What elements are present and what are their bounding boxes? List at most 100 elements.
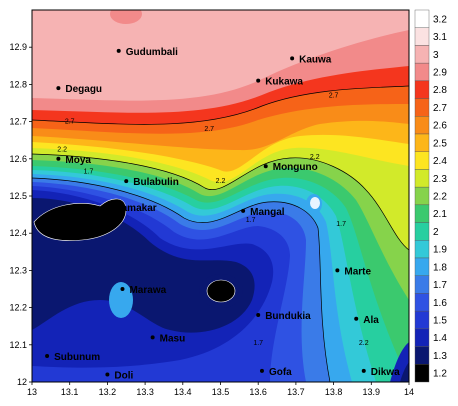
legend-value-label: 2.7 (433, 103, 447, 114)
legend-swatch (414, 9, 430, 28)
legend-swatch (414, 151, 430, 170)
zone-1-2-core-west (34, 198, 126, 241)
contour-value-label: 1.7 (246, 217, 256, 224)
y-tick-label: 12 (17, 377, 27, 387)
town-label: Doli (114, 371, 133, 382)
y-tick-label: 12.8 (9, 79, 27, 89)
legend-swatch (414, 222, 430, 241)
legend-value-label: 3.1 (433, 32, 447, 43)
legend-swatch (414, 62, 430, 82)
town-label: Subunum (54, 352, 100, 363)
legend-swatch (414, 45, 430, 64)
legend-value-label: 2.2 (433, 192, 447, 203)
legend-swatch (414, 186, 430, 206)
legend-swatch (414, 346, 430, 365)
legend-swatch (414, 240, 430, 259)
legend-swatch (414, 133, 430, 152)
legend-swatch (414, 328, 430, 347)
y-axis-ticks: 12 12.1 12.2 12.3 12.4 12.5 12.6 12.7 12.8 12.9 (9, 42, 32, 387)
legend-value-label: 3.2 (433, 14, 447, 25)
x-tick-label: 13.5 (212, 387, 230, 397)
y-tick-label: 12.5 (9, 191, 27, 201)
contour-line-2-7 (32, 85, 409, 125)
town-dot (361, 368, 366, 373)
town-label: Dikwa (371, 367, 400, 378)
contour-line-1-2-east (206, 279, 236, 303)
legend-swatch (414, 275, 430, 294)
legend-value-label: 1.3 (433, 351, 447, 362)
legend-swatch (414, 169, 430, 188)
town-dot (150, 335, 155, 340)
town-dot (120, 287, 125, 291)
y-tick-label: 12.1 (9, 340, 27, 350)
x-tick-label: 13.1 (61, 387, 79, 397)
legend-value-label: 2.5 (433, 138, 447, 149)
x-tick-label: 14 (404, 387, 414, 397)
x-tick-label: 13 (27, 387, 37, 397)
contour-line-2-2 (32, 153, 409, 251)
town-dot (354, 316, 359, 321)
contour-line-1-2 (33, 198, 127, 241)
contour-labels: 2.7 2.7 2.7 2.2 2.2 2.2 1.7 1.7 1.7 1.7 2.2 (57, 92, 368, 346)
town-markers: Gudumbali Kauwa Degagu Kukawa Moya Monguno Bul… (45, 47, 400, 382)
town-label: Gofa (269, 367, 292, 378)
contour-value-label: 2.2 (359, 340, 369, 347)
legend-swatch (414, 293, 430, 312)
town-label: Gudumbali (126, 47, 178, 58)
contour-value-label: 2.7 (204, 126, 214, 133)
legend-swatch (414, 364, 430, 383)
town-dot (45, 353, 50, 358)
legend-value-label: 1.7 (433, 280, 447, 291)
legend-swatch (414, 27, 430, 46)
color-legend: 3.2 3.1 3 2.9 2.8 2.7 2.6 2.5 2.4 2.3 2.2 2.1 2 1.9 1.… (414, 9, 447, 383)
town-dot (256, 313, 261, 318)
zone-1-9-blob-mangal (310, 197, 320, 209)
contour-value-label: 2.2 (57, 146, 67, 153)
town-dot (263, 164, 268, 169)
town-dot (259, 368, 264, 373)
legend-value-label: 2.9 (433, 68, 447, 79)
legend-value-label: 2.8 (433, 85, 447, 96)
legend-value-label: 1.4 (433, 333, 447, 344)
town-label: Bulabulin (133, 177, 179, 188)
contour-value-label: 2.2 (310, 154, 320, 161)
contour-value-label: 2.2 (216, 178, 226, 185)
town-label: Damakar (114, 203, 156, 214)
legend-value-label: 2 (433, 227, 439, 238)
town-label: Degagu (65, 84, 102, 95)
town-label: Monguno (273, 162, 318, 173)
town-dot (124, 179, 129, 184)
town-dot (256, 78, 261, 83)
legend-value-label: 2.1 (433, 209, 447, 220)
x-tick-label: 13.9 (363, 387, 381, 397)
town-dot (56, 156, 61, 161)
zone-2-9-spot-north (110, 10, 142, 24)
contour-value-label: 1.7 (84, 169, 94, 176)
legend-swatch (414, 204, 430, 223)
legend-swatch (414, 257, 430, 276)
legend-value-label: 2.6 (433, 121, 447, 132)
y-tick-label: 12.2 (9, 303, 27, 313)
zone-1-8-blob-marawa (109, 282, 133, 318)
town-dot (105, 205, 110, 210)
legend-value-label: 1.2 (433, 369, 447, 380)
zone-1-3-ring-east (199, 274, 243, 308)
legend-swatch (414, 116, 430, 135)
y-tick-label: 12.6 (9, 154, 27, 164)
town-dot (335, 268, 340, 273)
x-tick-label: 13.7 (287, 387, 305, 397)
legend-swatch (414, 310, 430, 330)
x-tick-label: 13.3 (136, 387, 154, 397)
town-label: Marawa (129, 285, 166, 296)
legend-value-label: 3 (433, 50, 439, 61)
y-tick-label: 12.7 (9, 117, 27, 127)
town-label: Bundukia (265, 311, 311, 322)
contour-value-label: 2.7 (65, 118, 75, 125)
contour-line-1-7 (32, 177, 331, 382)
y-tick-label: 12.9 (9, 42, 27, 52)
town-dot (56, 86, 61, 91)
contour-value-label: 1.7 (336, 221, 346, 228)
contour-value-label: 2.7 (329, 92, 339, 99)
town-label: Ala (363, 315, 379, 326)
